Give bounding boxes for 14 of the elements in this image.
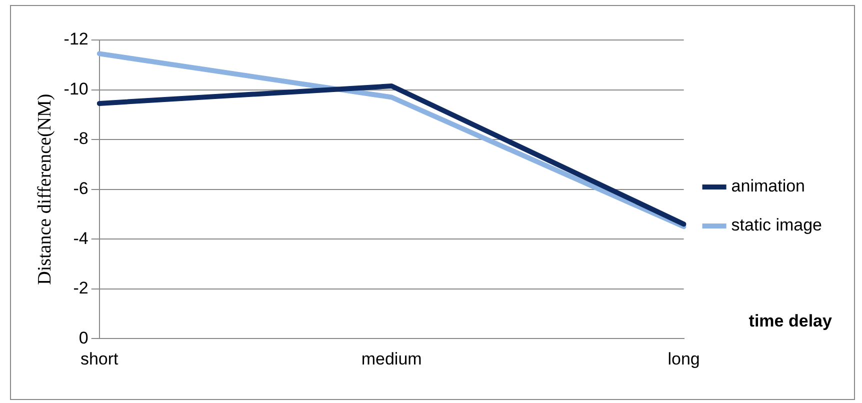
legend-label: static image	[731, 216, 822, 235]
y-tick-label: -4	[73, 228, 88, 248]
y-tick-label: -10	[64, 79, 88, 98]
y-tick-label: -12	[64, 30, 88, 49]
x-tick-label: long	[668, 349, 700, 368]
y-tick-label: -2	[73, 278, 88, 298]
y-tick-label: -6	[73, 178, 88, 198]
y-axis-title: Distance difference(NM)	[34, 94, 56, 285]
y-tick-label: -8	[73, 129, 88, 148]
x-tick-label: short	[80, 349, 119, 368]
x-tick-label: medium	[361, 349, 422, 368]
y-tick-label: 0	[78, 328, 88, 348]
legend-label: animation	[731, 176, 806, 196]
x-axis-title: time delay	[748, 311, 832, 330]
